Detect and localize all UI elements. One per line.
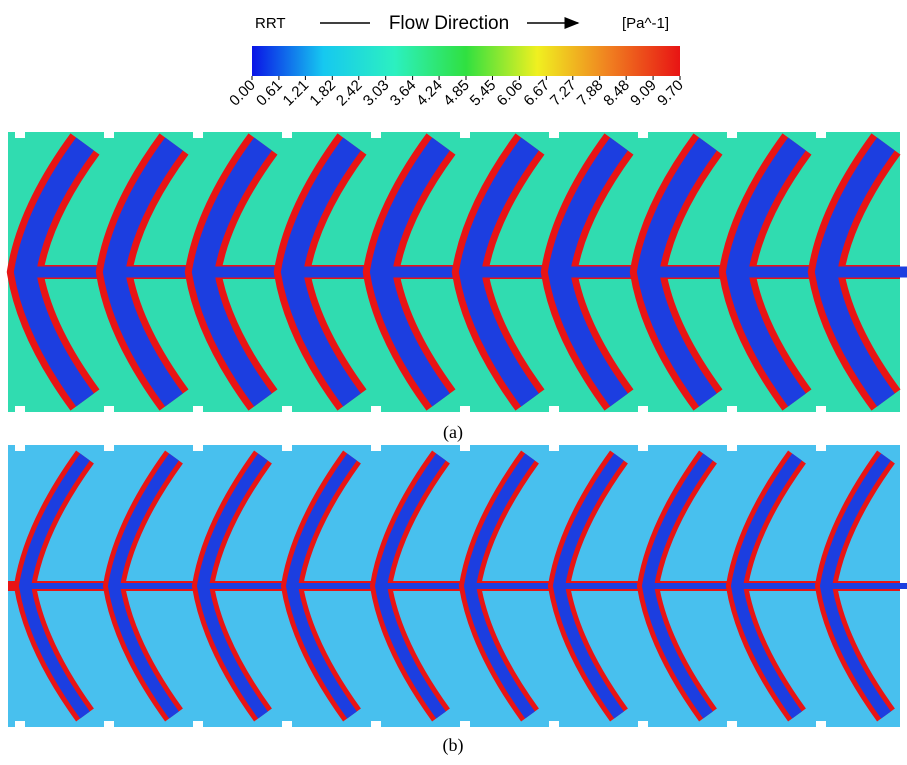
- edge-gap: [549, 406, 559, 412]
- edge-gap: [460, 406, 470, 412]
- edge-gap: [282, 406, 292, 412]
- colorbar-tick-label: 1.82: [306, 77, 339, 110]
- contour-panel: [6, 132, 907, 412]
- edge-gap: [816, 445, 826, 451]
- colorbar-tick-label: 5.45: [467, 77, 500, 110]
- edge-gap: [15, 406, 25, 412]
- edge-gap: [460, 721, 470, 727]
- edge-gap: [104, 132, 114, 138]
- edge-gap: [638, 406, 648, 412]
- edge-gap: [638, 721, 648, 727]
- colorbar-tick-label: 4.24: [413, 77, 446, 110]
- colorbar-tick-label: 8.48: [600, 77, 633, 110]
- panel-label: (a): [443, 422, 463, 443]
- edge-gap: [727, 445, 737, 451]
- edge-gap: [371, 406, 381, 412]
- colorbar-tick-label: 6.06: [494, 77, 527, 110]
- contour-panel: [8, 445, 907, 727]
- edge-gap: [193, 445, 203, 451]
- edge-gap: [371, 132, 381, 138]
- edge-gap: [282, 132, 292, 138]
- edge-gap: [549, 445, 559, 451]
- legend-title: RRT: [255, 15, 286, 32]
- colorbar-tick-label: 3.64: [387, 77, 420, 110]
- edge-gap: [549, 132, 559, 138]
- colorbar-tick-label: 7.27: [547, 77, 580, 110]
- edge-gap: [15, 132, 25, 138]
- edge-gap: [15, 721, 25, 727]
- edge-gap: [727, 406, 737, 412]
- colorbar-tick-label: 9.09: [627, 77, 660, 110]
- edge-gap: [727, 132, 737, 138]
- edge-gap: [816, 132, 826, 138]
- colorbar-tick-label: 2.42: [333, 77, 366, 110]
- edge-gap: [193, 132, 203, 138]
- edge-gap: [193, 721, 203, 727]
- edge-gap: [460, 445, 470, 451]
- colorbar-tick-label: 6.67: [520, 77, 553, 110]
- colorbar: [252, 46, 680, 76]
- colorbar-tick-label: 7.88: [574, 77, 607, 110]
- edge-gap: [638, 132, 648, 138]
- edge-gap: [371, 721, 381, 727]
- edge-gap: [104, 721, 114, 727]
- colorbar-tick-label: 9.70: [654, 77, 687, 110]
- edge-gap: [727, 721, 737, 727]
- edge-gap: [549, 721, 559, 727]
- flow-direction: Flow Direction: [389, 13, 509, 34]
- edge-gap: [816, 721, 826, 727]
- panel-label: (b): [443, 735, 464, 756]
- edge-gap: [816, 406, 826, 412]
- edge-gap: [193, 406, 203, 412]
- colorbar-tick-label: 1.21: [280, 77, 313, 110]
- edge-gap: [371, 445, 381, 451]
- colorbar-tick-label: 4.85: [440, 77, 473, 110]
- edge-gap: [638, 445, 648, 451]
- edge-gap: [282, 721, 292, 727]
- edge-gap: [15, 445, 25, 451]
- edge-gap: [104, 406, 114, 412]
- edge-gap: [460, 132, 470, 138]
- legend-unit: [Pa^-1]: [622, 15, 669, 32]
- colorbar-tick-label: 0.00: [226, 77, 259, 110]
- colorbar-tick-label: 3.03: [360, 77, 393, 110]
- edge-gap: [282, 445, 292, 451]
- colorbar-tick-label: 0.61: [253, 77, 286, 110]
- edge-gap: [104, 445, 114, 451]
